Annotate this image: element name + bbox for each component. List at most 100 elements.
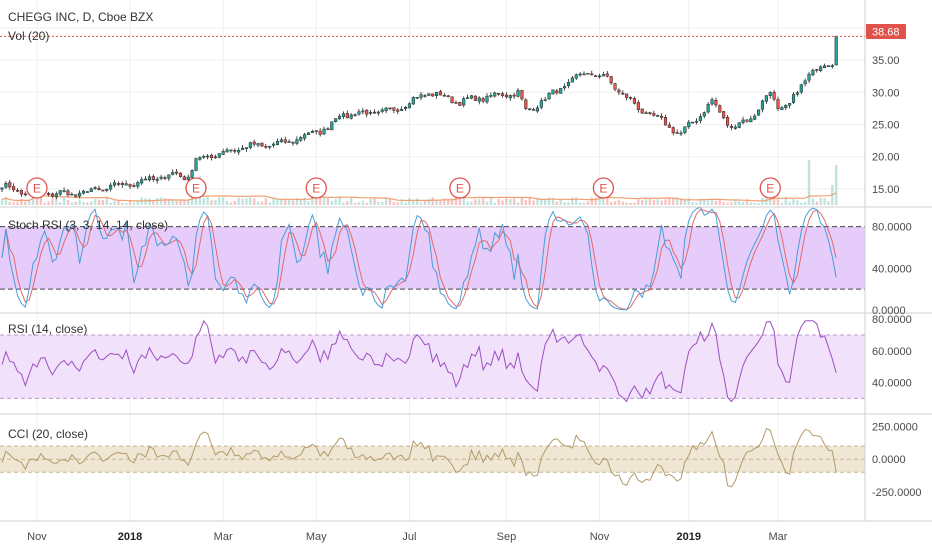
candle-body — [291, 141, 295, 144]
volume-bar — [726, 202, 729, 205]
rsi-axis-tick: 40.0000 — [872, 378, 912, 390]
volume-bar — [637, 199, 640, 205]
candle-body — [345, 113, 349, 119]
candle-body — [679, 132, 683, 135]
candle-body — [19, 189, 23, 195]
price-axis-tick: 35.00 — [872, 55, 900, 67]
y-axis-ticks: 40.0035.0030.0025.0020.0015.0080.000040.… — [872, 23, 922, 499]
candle-body — [272, 143, 276, 146]
candle-body — [671, 127, 675, 134]
price-axis-tick: 25.00 — [872, 120, 900, 132]
volume-bar — [322, 197, 326, 205]
candle-body — [229, 149, 233, 152]
cci-axis-tick: -250.0000 — [872, 487, 922, 499]
volume-bar — [260, 201, 264, 205]
volume-bar — [745, 199, 749, 205]
candle-body — [241, 147, 245, 150]
volume-bar — [582, 202, 586, 205]
candle-body — [171, 172, 175, 175]
candle-body — [795, 92, 799, 95]
volume-bar — [206, 197, 209, 205]
candle-body — [66, 190, 70, 196]
earnings-marker[interactable]: E — [26, 177, 48, 199]
cci-label: CCI (20, close) — [8, 427, 88, 441]
candle-body — [834, 36, 838, 66]
candle-body — [768, 92, 772, 96]
svg-text:E: E — [766, 182, 774, 196]
volume-bar — [691, 201, 694, 205]
volume-bar — [815, 201, 818, 205]
earnings-marker[interactable]: E — [759, 177, 781, 199]
volume-bar — [365, 202, 368, 205]
volume-bar — [74, 201, 77, 205]
candle-body — [407, 103, 411, 109]
volume-bar — [516, 202, 520, 205]
volume-bar — [450, 198, 454, 205]
candle-body — [112, 182, 117, 186]
candle-body — [784, 105, 788, 108]
volume-bar — [672, 198, 675, 205]
candle-body — [605, 73, 609, 77]
price-axis-tick: 20.00 — [872, 152, 900, 164]
candle-body — [144, 178, 148, 181]
candle-body — [310, 130, 314, 133]
candle-body — [334, 118, 338, 123]
candle-body — [442, 94, 446, 97]
volume-bar — [578, 202, 582, 205]
x-axis-tick: Sep — [497, 531, 517, 543]
candle-body — [167, 174, 171, 179]
volume-bar — [664, 199, 667, 205]
candle-body — [326, 128, 330, 130]
candle-body — [163, 177, 167, 179]
earnings-marker[interactable]: E — [449, 177, 471, 199]
candle-body — [722, 111, 726, 119]
volume-bar — [532, 200, 535, 205]
candle-body — [213, 156, 217, 159]
svg-text:E: E — [33, 182, 41, 196]
volume-bar — [253, 198, 256, 205]
volume-bar — [66, 199, 70, 205]
candle-body — [54, 193, 58, 197]
volume-bar — [501, 200, 504, 205]
volume-bar — [51, 198, 54, 205]
volume-bar — [187, 200, 190, 205]
volume-bar — [272, 197, 275, 205]
volume-bar — [749, 202, 753, 205]
volume-bar — [27, 200, 31, 205]
cci-axis-tick: 250.0000 — [872, 422, 918, 434]
candle-body — [729, 125, 733, 128]
volume-bar — [668, 197, 671, 205]
earnings-marker[interactable]: E — [185, 177, 207, 199]
volume-bar — [132, 202, 136, 205]
candle-body — [299, 137, 303, 141]
candle-body — [295, 139, 299, 144]
candle-body — [764, 95, 768, 102]
volume-bar — [625, 202, 628, 205]
volume-label: Vol (20) — [8, 29, 49, 43]
candle-body — [93, 187, 97, 189]
volume-bar — [280, 199, 283, 205]
candle-body — [726, 117, 730, 126]
candle-body — [636, 102, 640, 110]
volume-bar — [233, 200, 236, 205]
volume-bar — [478, 199, 481, 205]
svg-text:E: E — [312, 182, 320, 196]
candle-body — [516, 90, 520, 97]
candle-body — [469, 95, 474, 99]
candle-body — [78, 192, 82, 197]
volume-bar — [551, 197, 555, 205]
volume-bar — [8, 201, 11, 205]
candle-body — [47, 193, 51, 195]
volume-bar — [575, 197, 578, 205]
earnings-marker[interactable]: E — [592, 177, 615, 199]
volume-bar — [423, 201, 427, 205]
candle-body — [306, 132, 311, 135]
candle-body — [551, 89, 555, 95]
volume-bar — [404, 202, 407, 205]
candle-body — [58, 190, 62, 195]
earnings-marker[interactable]: E — [305, 177, 327, 199]
candle-body — [0, 187, 4, 190]
candle-body — [275, 141, 280, 145]
